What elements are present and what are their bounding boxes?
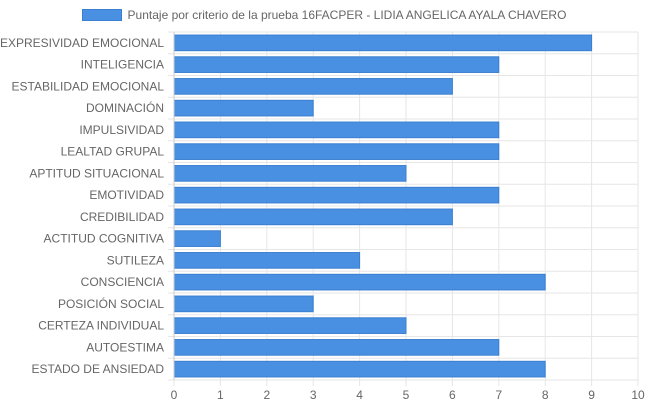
x-tick-label: 3: [310, 388, 317, 402]
bar: [173, 360, 546, 378]
y-tick-label: POSICIÓN SOCIAL: [58, 296, 164, 311]
y-tick-label: ESTADO DE ANSIEDAD: [32, 362, 165, 376]
bar: [173, 56, 500, 73]
y-tick-label: APTITUD SITUACIONAL: [29, 166, 164, 180]
bar: [173, 186, 500, 204]
x-tick-label: 4: [356, 388, 363, 402]
x-tick-label: 8: [542, 388, 549, 402]
bar: [173, 252, 361, 269]
bar: [173, 273, 546, 291]
legend-label: Puntaje por criterio de la prueba 16FACP…: [127, 8, 567, 22]
bar: [173, 121, 500, 139]
bar: [173, 99, 314, 117]
y-tick-label: AUTOESTIMA: [86, 340, 164, 354]
y-tick-label: DOMINACIÓN: [86, 100, 164, 115]
bar: [173, 143, 500, 160]
y-tick-label: CERTEZA INDIVIDUAL: [38, 319, 164, 333]
y-tick-label: CREDIBILIDAD: [80, 210, 164, 224]
y-tick-label: SUTILEZA: [107, 253, 164, 267]
y-tick-label: EXPRESIVIDAD EMOCIONAL: [0, 36, 164, 50]
bar: [173, 78, 453, 95]
bar: [173, 165, 407, 182]
y-tick-label: EMOTIVIDAD: [89, 188, 164, 202]
x-tick-label: 0: [171, 388, 178, 402]
y-tick-label: INTELIGENCIA: [81, 58, 164, 72]
bar: [173, 208, 453, 226]
legend-swatch: [81, 9, 122, 21]
legend[interactable]: Puntaje por criterio de la prueba 16FACP…: [0, 8, 648, 22]
y-tick-label: ESTABILIDAD EMOCIONAL: [12, 79, 165, 93]
x-tick-label: 7: [495, 388, 502, 402]
bar: [173, 230, 221, 247]
bar: [173, 295, 314, 313]
bar: [173, 317, 407, 334]
y-tick-label: CONSCIENCIA: [81, 275, 164, 289]
x-tick-label: 6: [449, 388, 456, 402]
bar: [173, 34, 593, 52]
y-tick-label: LEALTAD GRUPAL: [61, 145, 165, 159]
x-tick-label: 2: [263, 388, 270, 402]
x-tick-label: 1: [217, 388, 224, 402]
x-tick-label: 5: [403, 388, 410, 402]
y-tick-label: IMPULSIVIDAD: [79, 123, 164, 137]
x-tick-label: 9: [588, 388, 595, 402]
y-tick-label: ACTITUD COGNITIVA: [44, 232, 164, 246]
x-tick-label: 10: [631, 388, 645, 402]
bar: [173, 339, 500, 356]
